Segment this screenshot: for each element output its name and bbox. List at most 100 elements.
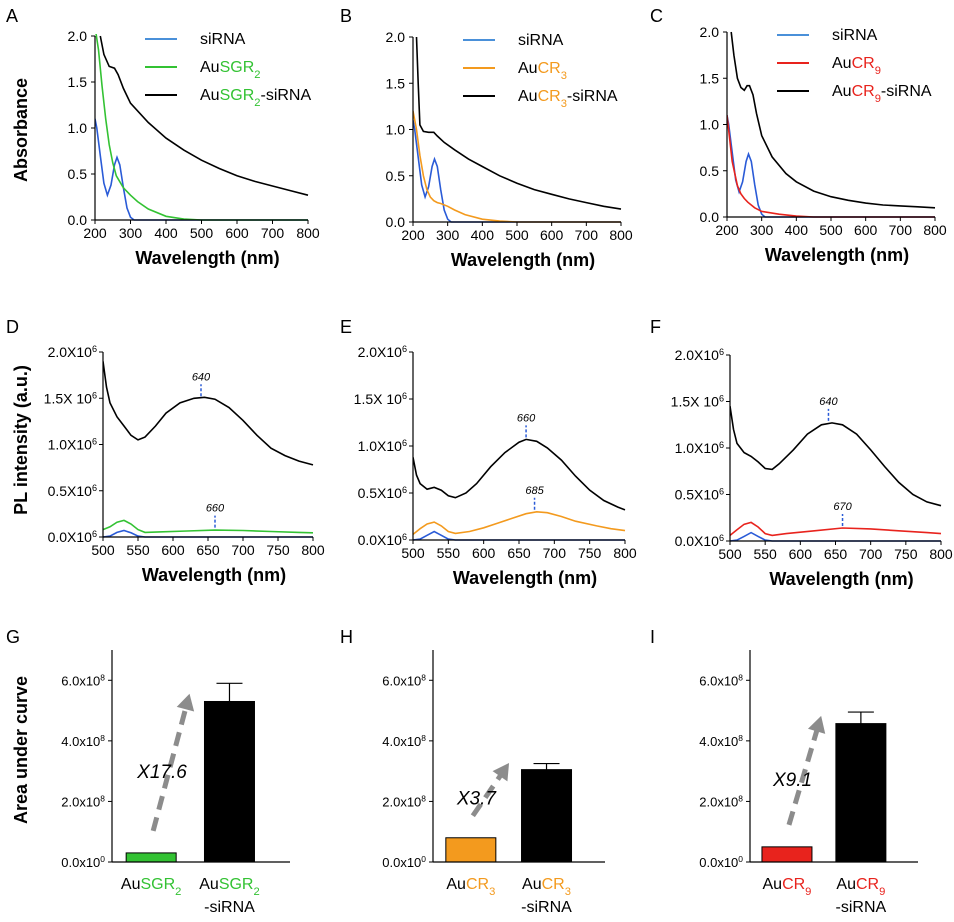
x-tick-label: 300 xyxy=(119,225,143,241)
legend-label-au: AuCR9 xyxy=(832,55,881,77)
x-tick-label: 650 xyxy=(824,546,848,562)
x-tick-label: 800 xyxy=(923,222,947,238)
series-line-complex-1 xyxy=(415,36,622,210)
category-label-suffix: -siRNA xyxy=(204,899,255,916)
y-tick-label: 2.0X106 xyxy=(358,344,407,360)
bar-complex xyxy=(203,700,255,863)
x-tick-label: 500 xyxy=(91,542,115,558)
peak-label: 660 xyxy=(206,503,225,515)
y-tick-label: 6.0x108 xyxy=(699,672,743,688)
y-tick-label: 1.5X 106 xyxy=(44,390,97,406)
y-tick-label: 1.5 xyxy=(386,75,406,91)
legend-label-sirna: siRNA xyxy=(200,31,246,48)
y-tick-label: 0.0X106 xyxy=(48,529,97,545)
panel-letter-b: B xyxy=(340,6,352,26)
y-tick-label: 4.0x108 xyxy=(61,733,105,749)
y-tick-label: 0.0 xyxy=(68,212,88,228)
y-axis-title-pl: PL intensity (a.u.) xyxy=(11,365,31,515)
series-line-complex-2 xyxy=(730,405,942,507)
x-tick-label: 400 xyxy=(785,222,809,238)
fold-change-arrowhead xyxy=(176,693,195,712)
x-tick-label: 400 xyxy=(154,225,178,241)
x-tick-label: 500 xyxy=(718,546,742,562)
chart-panel-b: 200 300 400 500 600 700 800 0.0 0.5 1.0 1.5 2.0 Wave… xyxy=(386,29,633,270)
series-line-sirna xyxy=(730,531,941,542)
y-tick-label: 0.0X106 xyxy=(675,533,724,549)
x-tick-label: 600 xyxy=(854,222,878,238)
y-tick-label: 1.0 xyxy=(700,117,720,133)
y-tick-label: 6.0x108 xyxy=(61,672,105,688)
x-tick-label: 800 xyxy=(613,545,637,561)
x-tick-label: 750 xyxy=(894,546,918,562)
chart-panel-i: X9.1 0.0x100 2.0x108 4.0x108 6.0x108 AuCR9 AuC… xyxy=(699,650,918,916)
fold-change-label: X9.1 xyxy=(772,770,812,791)
series-line-au-1 xyxy=(413,510,626,536)
x-tick-label: 700 xyxy=(575,227,599,243)
x-axis-title: Wavelength (nm) xyxy=(769,569,913,589)
y-tick-label: 6.0x108 xyxy=(382,672,426,688)
y-tick-label: 2.0X106 xyxy=(675,347,724,363)
category-label-au: AuCR3 xyxy=(446,876,495,898)
bar-complex xyxy=(521,769,573,863)
x-tick-label: 800 xyxy=(296,225,320,241)
x-tick-label: 600 xyxy=(161,542,185,558)
panel-letter-e: E xyxy=(340,317,352,337)
series-line-au-0 xyxy=(103,519,314,534)
x-tick-label: 700 xyxy=(231,542,255,558)
category-label-suffix: -siRNA xyxy=(836,899,887,916)
series-line-au-2 xyxy=(730,521,942,537)
chart-panel-d: 500 550 600 650 700 750 800 0.0X106 0.5X106 1.0X1… xyxy=(44,344,325,585)
category-label-au: AuSGR2 xyxy=(121,876,181,898)
y-tick-label: 1.5 xyxy=(700,70,720,86)
y-tick-label: 4.0x108 xyxy=(699,733,743,749)
y-tick-label: 0.5X106 xyxy=(48,483,97,499)
x-tick-label: 650 xyxy=(507,545,531,561)
x-tick-label: 600 xyxy=(472,545,496,561)
x-tick-label: 700 xyxy=(261,225,285,241)
peak-label: 640 xyxy=(819,396,838,408)
y-tick-label: 2.0x108 xyxy=(382,793,426,809)
peak-label: 640 xyxy=(192,371,211,383)
fold-change-arrowhead xyxy=(492,763,510,782)
fold-change-label: X3.7 xyxy=(456,789,498,810)
y-tick-label: 1.0X106 xyxy=(675,440,724,456)
x-tick-label: 800 xyxy=(609,227,633,243)
y-tick-label: 1.0 xyxy=(386,122,406,138)
x-tick-label: 200 xyxy=(83,225,107,241)
x-tick-label: 600 xyxy=(225,225,249,241)
y-tick-label: 0.0 xyxy=(700,209,720,225)
x-axis-title: Wavelength (nm) xyxy=(142,565,286,585)
x-axis-title: Wavelength (nm) xyxy=(765,245,909,265)
x-tick-label: 200 xyxy=(401,227,425,243)
x-tick-label: 650 xyxy=(196,542,220,558)
y-tick-label: 4.0x108 xyxy=(382,733,426,749)
fold-change-arrow xyxy=(150,700,190,832)
series-line-au-0 xyxy=(95,34,308,221)
y-tick-label: 2.0x108 xyxy=(699,793,743,809)
legend-label-au: AuCR3 xyxy=(518,60,567,82)
y-axis-title-absorbance: Absorbance xyxy=(11,78,31,182)
legend-label-complex: AuSGR2-siRNA xyxy=(200,87,311,109)
y-tick-label: 2.0X106 xyxy=(48,344,97,360)
y-tick-label: 0.0 xyxy=(386,214,406,230)
x-tick-label: 400 xyxy=(471,227,495,243)
panel-letter-d: D xyxy=(6,317,19,337)
panel-letter-c: C xyxy=(650,6,663,26)
peak-label: 660 xyxy=(517,412,536,424)
panel-letter-f: F xyxy=(650,317,661,337)
x-tick-label: 700 xyxy=(859,546,883,562)
series-line-au-1 xyxy=(413,110,621,223)
category-label-complex: AuCR3 xyxy=(522,876,571,898)
x-tick-label: 550 xyxy=(437,545,461,561)
legend-label-sirna: siRNA xyxy=(518,32,564,49)
y-tick-label: 1.5 xyxy=(68,74,88,90)
x-axis-title: Wavelength (nm) xyxy=(453,568,597,588)
x-tick-label: 300 xyxy=(750,222,774,238)
category-label-complex: AuCR9 xyxy=(836,876,885,898)
x-tick-label: 750 xyxy=(266,542,290,558)
legend-label-sirna: siRNA xyxy=(832,27,878,44)
panel-letter-i: I xyxy=(650,627,655,647)
x-axis-title: Wavelength (nm) xyxy=(135,248,279,268)
y-tick-label: 0.0x100 xyxy=(382,854,426,870)
y-tick-label: 0.5X106 xyxy=(675,487,724,503)
